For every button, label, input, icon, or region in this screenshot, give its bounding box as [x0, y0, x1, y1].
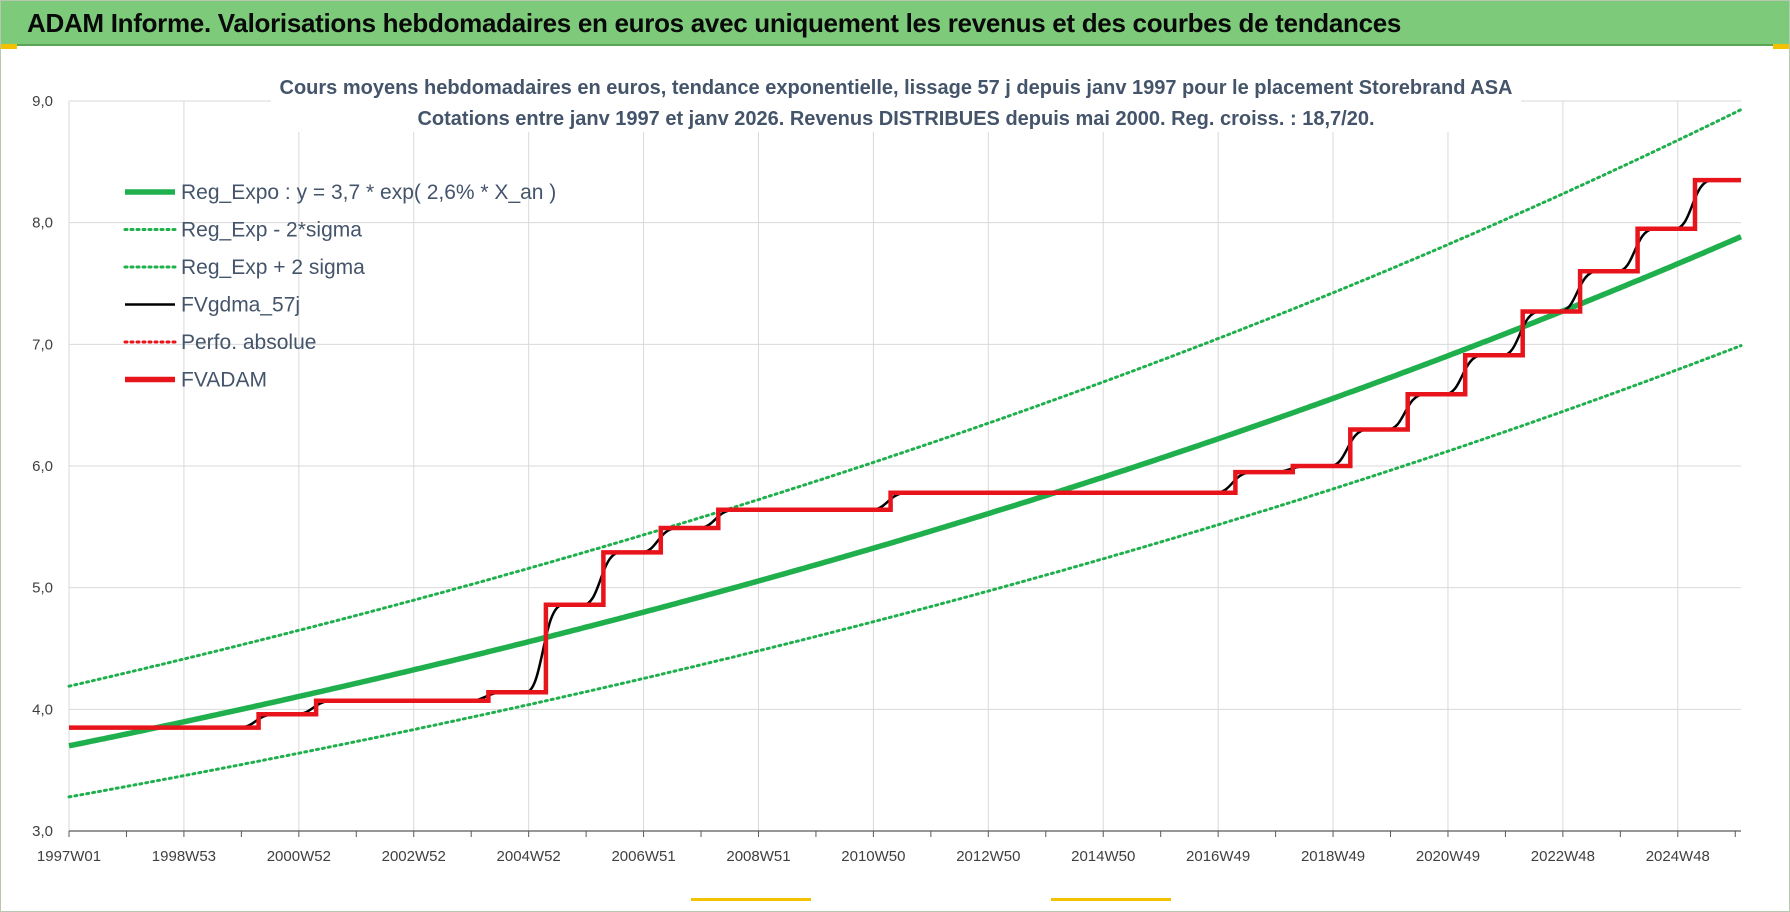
bottom-marker-2	[1051, 898, 1171, 901]
y-tick-labels: 3,0 4,0 5,0 6,0 7,0 8,0 9,0	[32, 93, 53, 840]
x-tick-label: 2008W51	[726, 848, 790, 865]
y-tick-label: 5,0	[32, 580, 53, 597]
chart-title-block: Cours moyens hebdomadaires en euros, ten…	[271, 68, 1521, 132]
y-tick-label: 9,0	[32, 93, 53, 110]
banner: ADAM Informe. Valorisations hebdomadaire…	[1, 1, 1789, 46]
title-background	[271, 68, 1521, 132]
x-tick-label: 2024W48	[1646, 848, 1710, 865]
y-tick-label: 8,0	[32, 215, 53, 232]
x-tick-label: 2016W49	[1186, 848, 1250, 865]
x-tick-label: 2020W49	[1416, 848, 1480, 865]
x-tick-label: 2014W50	[1071, 848, 1135, 865]
series-fvadam	[68, 177, 1741, 730]
chart-subtitle: Cotations entre janv 1997 et janv 2026. …	[417, 108, 1374, 130]
chart-title: Cours moyens hebdomadaires en euros, ten…	[280, 77, 1513, 99]
legend-label: Reg_Exp - 2*sigma	[181, 219, 362, 242]
series-line-0	[68, 234, 1743, 749]
corner-marker-right	[1773, 44, 1789, 49]
x-tick-label: 2010W50	[841, 848, 905, 865]
y-tick-label: 4,0	[32, 701, 53, 718]
x-tick-label: 1998W53	[152, 848, 216, 865]
y-tick-label: 3,0	[32, 823, 53, 840]
x-tick-label: 2012W50	[956, 848, 1020, 865]
legend-label: FVgdma_57j	[181, 294, 300, 317]
series-line-2	[67, 108, 1743, 688]
horizontal-gridlines	[69, 100, 1741, 832]
corner-marker-left	[1, 44, 17, 49]
x-tick-label: 2006W51	[611, 848, 675, 865]
x-tick-label: 2022W48	[1531, 848, 1595, 865]
x-tick-label: 2000W52	[267, 848, 331, 865]
x-tick-label: 1997W01	[37, 848, 101, 865]
series-layer	[67, 108, 1743, 799]
y-tick-label: 7,0	[32, 336, 53, 353]
legend-label: FVADAM	[181, 369, 267, 392]
y-tick-label: 6,0	[32, 458, 53, 475]
legend-label: Reg_Expo : y = 3,7 * exp( 2,6% * X_an )	[181, 181, 556, 204]
legend-label: Reg_Exp + 2 sigma	[181, 256, 365, 279]
banner-title: ADAM Informe. Valorisations hebdomadaire…	[27, 8, 1402, 38]
x-tick-label: 2002W52	[382, 848, 446, 865]
series-line-1	[67, 344, 1743, 799]
legend-label: Perfo. absolue	[181, 331, 316, 354]
x-tick-label: 2018W49	[1301, 848, 1365, 865]
x-tick-labels: 1997W01 1998W53 2000W52 2002W52 2004W52 2006W…	[37, 848, 1710, 865]
axes	[68, 830, 1741, 837]
legend: Reg_Expo : y = 3,7 * exp( 2,6% * X_an ) R…	[123, 181, 556, 392]
bottom-marker-1	[691, 898, 811, 901]
x-tick-label: 2004W52	[497, 848, 561, 865]
